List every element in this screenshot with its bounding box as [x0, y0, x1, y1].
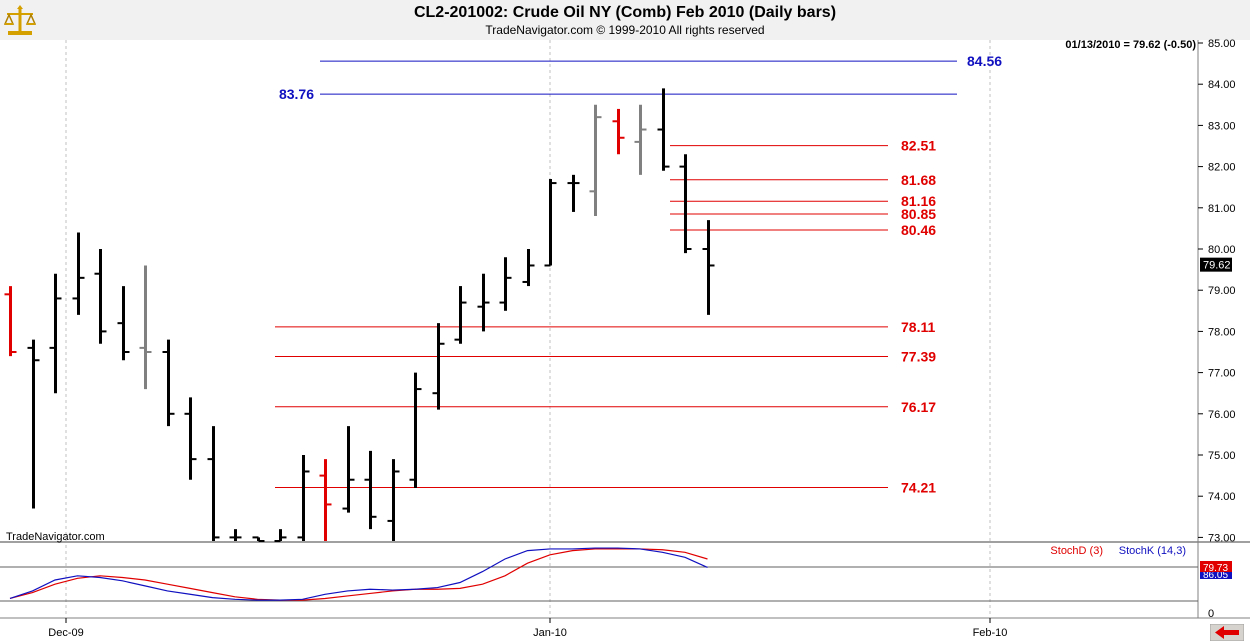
ohlc-bar [702, 220, 715, 315]
price-tick-label: 85.00 [1208, 38, 1236, 50]
price-panel [0, 40, 1198, 541]
price-tick-label: 75.00 [1208, 450, 1236, 462]
stoch-series-line [9, 547, 708, 601]
level-label: 74.21 [901, 480, 936, 496]
level-label: 76.17 [901, 399, 936, 415]
ohlc-bar [297, 455, 310, 541]
ohlc-bar [499, 257, 512, 311]
level-label: 80.46 [901, 222, 936, 238]
ohlc-bar [94, 249, 107, 344]
level-label: 81.16 [901, 193, 936, 209]
price-tick-label: 84.00 [1208, 79, 1236, 91]
level-label: 81.68 [901, 172, 936, 188]
price-tick-label: 80.00 [1208, 244, 1236, 256]
scroll-left-arrow-icon[interactable] [1210, 624, 1244, 641]
stoch-series-line [9, 548, 708, 601]
chart-copyright: TradeNavigator.com © 1999-2010 All right… [485, 23, 765, 37]
price-tick-label: 77.00 [1208, 368, 1236, 380]
ohlc-bar [319, 459, 332, 541]
level-label: 78.11 [901, 319, 935, 335]
date-tick-label: Jan-10 [533, 627, 567, 639]
current-price-tag-label: 79.62 [1203, 260, 1231, 272]
ohlc-bar [252, 536, 265, 542]
ohlc-bar [72, 232, 85, 315]
ohlc-bar [657, 88, 670, 171]
ohlc-bar [342, 426, 355, 513]
ohlc-bar [207, 426, 220, 541]
price-tick-label: 73.00 [1208, 532, 1236, 544]
chart-header: CL2-201002: Crude Oil NY (Comb) Feb 2010… [0, 0, 1250, 40]
ohlc-bar [477, 273, 490, 332]
stoch-d-value-label: 79.73 [1203, 563, 1228, 574]
ohlc-bar [522, 249, 535, 287]
ohlc-bar [567, 174, 580, 212]
stoch-k-value-tag [1200, 568, 1232, 579]
ohlc-bar [432, 323, 445, 410]
ohlc-bar [49, 273, 62, 394]
ohlc-bar [409, 372, 422, 488]
ohlc-bar [454, 286, 467, 344]
date-tick-label: Dec-09 [48, 627, 83, 639]
ohlc-bar [589, 104, 602, 217]
last-quote: 01/13/2010 = 79.62 (-0.50) [1065, 39, 1196, 51]
price-tick-label: 76.00 [1208, 409, 1236, 421]
ohlc-bar [117, 286, 130, 361]
ohlc-bar [387, 459, 400, 541]
level-label: 77.39 [901, 349, 936, 365]
ohlc-bar [4, 286, 17, 357]
stoch-legend-entry: StochK (14,3) [1119, 545, 1186, 557]
watermark-label: TradeNavigator.com [6, 531, 105, 543]
stochastic-panel [0, 545, 1198, 618]
date-tick-label: Feb-10 [973, 627, 1008, 639]
price-tick-label: 81.00 [1208, 203, 1236, 215]
ohlc-bar [139, 265, 152, 390]
scale-logo-icon [4, 5, 36, 35]
ohlc-bar [162, 339, 175, 427]
price-tick-label: 74.00 [1208, 491, 1236, 503]
ohlc-bar [679, 154, 692, 254]
level-label: 80.85 [901, 206, 936, 222]
date-axis-panel [0, 619, 1250, 643]
ohlc-bar [612, 108, 625, 155]
ohlc-bar [229, 529, 242, 541]
stoch-k-value-label: 86.05 [1203, 570, 1228, 581]
ohlc-bar [544, 178, 557, 267]
level-label: 82.51 [901, 138, 936, 154]
price-tick-label: 83.00 [1208, 120, 1236, 132]
ohlc-bar [634, 104, 647, 175]
ohlc-bar [274, 529, 287, 542]
ohlc-bar [364, 450, 377, 530]
price-tick-label: 78.00 [1208, 326, 1236, 338]
stoch-tick-label: 0 [1208, 608, 1214, 620]
price-tick-label: 82.00 [1208, 162, 1236, 174]
price-tick-label: 79.00 [1208, 285, 1236, 297]
level-label: 84.56 [967, 53, 1002, 69]
current-price-tag [1200, 257, 1232, 272]
stoch-legend-entry: StochD (3) [1050, 545, 1103, 557]
ohlc-bar [184, 397, 197, 480]
level-label: 83.76 [279, 86, 314, 102]
stoch-d-value-tag [1200, 561, 1232, 572]
chart-title: CL2-201002: Crude Oil NY (Comb) Feb 2010… [413, 4, 837, 21]
ohlc-bar [27, 339, 40, 509]
